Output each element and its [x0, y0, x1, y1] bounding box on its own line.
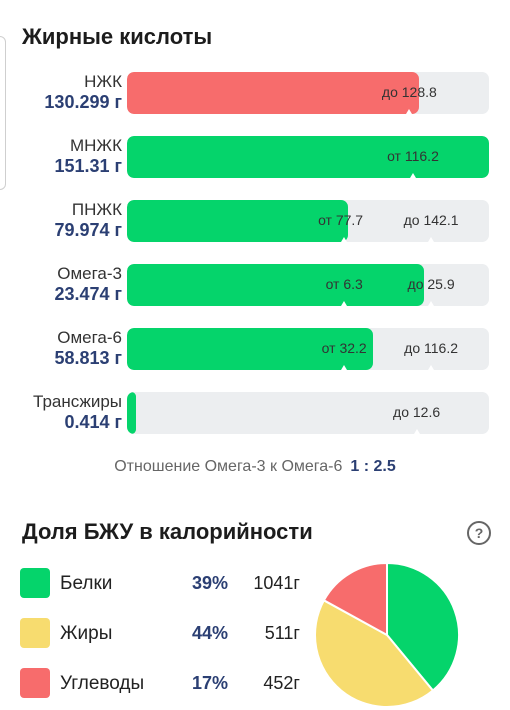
fatty-acid-name: Омега-3	[57, 264, 122, 283]
legend-item: Углеводы 17% 452г	[20, 668, 310, 700]
fatty-acid-amount: 0.414 г	[64, 412, 122, 432]
legend-grams: 1041г	[253, 573, 300, 593]
norm-marker-label: от 77.7	[318, 212, 364, 228]
fatty-acid-bar-fill	[127, 136, 489, 178]
norm-marker-tick	[341, 365, 348, 370]
fatty-acid-label: НЖК 130.299 г	[44, 72, 122, 113]
fatty-acid-name: МНЖК	[69, 136, 122, 155]
norm-marker-label: до 25.9	[407, 276, 455, 292]
legend-percent: 44%	[192, 623, 229, 643]
norm-marker-label: от 6.3	[325, 276, 363, 292]
fatty-acid-row: МНЖК 151.31 г от 116.2	[0, 136, 510, 186]
norm-marker-tick	[341, 301, 348, 306]
norm-marker-tick	[341, 237, 348, 242]
fatty-acid-row: Омега-6 58.813 г от 32.2 до 116.2	[0, 328, 510, 378]
fatty-acid-name: НЖК	[84, 72, 122, 91]
fatty-acid-label: ПНЖК 79.974 г	[54, 200, 122, 241]
fatty-acid-name: Омега-6	[57, 328, 122, 347]
fatty-acid-amount: 130.299 г	[44, 92, 122, 112]
fatty-acid-amount: 58.813 г	[54, 348, 122, 368]
norm-marker-label: до 128.8	[381, 84, 437, 100]
norm-marker-label: от 32.2	[321, 340, 367, 356]
norm-marker-label: до 116.2	[404, 340, 458, 356]
fatty-acid-bar: до 12.6	[127, 392, 489, 434]
legend-item: Жиры 44% 511г	[20, 618, 310, 650]
norm-marker-tick	[406, 109, 413, 114]
question-circle-icon[interactable]: ?	[467, 521, 491, 545]
fatty-acid-label: МНЖК 151.31 г	[54, 136, 122, 177]
fatty-acid-bar: от 116.2	[127, 136, 489, 178]
fatty-acids-title: Жирные кислоты	[22, 24, 213, 49]
fatty-acid-amount: 151.31 г	[54, 156, 122, 176]
legend-grams: 452г	[263, 673, 300, 693]
fatty-acid-label: Омега-3 23.474 г	[54, 264, 122, 305]
norm-marker-label: до 12.6	[393, 404, 441, 420]
fatty-acid-bar-fill	[127, 328, 374, 370]
norm-marker-tick	[428, 237, 435, 242]
fatty-acid-row: ПНЖК 79.974 г от 77.7 до 142.1	[0, 200, 510, 250]
norm-marker-label: до 142.1	[403, 212, 459, 228]
fatty-acid-bar: от 77.7 до 142.1	[127, 200, 489, 242]
norm-marker-tick	[409, 173, 416, 178]
norm-marker-tick	[413, 429, 420, 434]
fatty-acid-bar-fill	[127, 264, 424, 306]
fatty-acid-bar-fill	[127, 200, 348, 242]
fatty-acid-bar: от 32.2 до 116.2	[127, 328, 489, 370]
fatty-acid-bar-fill	[127, 72, 419, 114]
fatty-acid-row: Омега-3 23.474 г от 6.3 до 25.9	[0, 264, 510, 314]
norm-marker-tick	[428, 365, 435, 370]
legend-item: Белки 39% 1041г	[20, 568, 310, 600]
fatty-acid-bar: до 128.8	[127, 72, 489, 114]
legend-grams: 511г	[264, 623, 300, 643]
fatty-acid-row: Трансжиры 0.414 г до 12.6	[0, 392, 510, 442]
legend-percent: 39%	[192, 573, 229, 593]
fatty-acid-row: НЖК 130.299 г до 128.8	[0, 72, 510, 122]
norm-marker-tick	[428, 301, 435, 306]
legend-percent: 17%	[192, 673, 229, 693]
legend-label: Жиры	[60, 623, 113, 644]
norm-marker-label: от 116.2	[387, 148, 439, 164]
bju-share-title: Доля БЖУ в калорийности	[22, 519, 313, 544]
fatty-acid-name: ПНЖК	[71, 200, 122, 219]
omega-ratio: Отношение Омега-3 к Омега-6 1 : 2.5	[0, 458, 510, 476]
pie-slice-Углеводы	[322, 561, 388, 637]
fatty-acid-bar-fill	[127, 392, 137, 434]
fatty-acid-label: Трансжиры 0.414 г	[33, 392, 122, 433]
omega-ratio-label: Отношение Омега-3 к Омега-6	[114, 458, 343, 475]
legend-label: Белки	[60, 573, 113, 594]
fatty-acid-label: Омега-6 58.813 г	[54, 328, 122, 369]
fatty-acid-name: Трансжиры	[33, 392, 122, 411]
fatty-acid-amount: 23.474 г	[54, 284, 122, 304]
omega-ratio-value: 1 : 2.5	[350, 458, 396, 475]
bju-pie-chart	[314, 561, 460, 708]
legend-swatch	[20, 568, 50, 598]
legend-swatch	[20, 668, 50, 698]
fatty-acid-bar: от 6.3 до 25.9	[127, 264, 489, 306]
fatty-acid-amount: 79.974 г	[54, 220, 122, 240]
legend-label: Углеводы	[60, 673, 145, 694]
legend-swatch	[20, 618, 50, 648]
pie-slice-Белки	[386, 561, 460, 692]
